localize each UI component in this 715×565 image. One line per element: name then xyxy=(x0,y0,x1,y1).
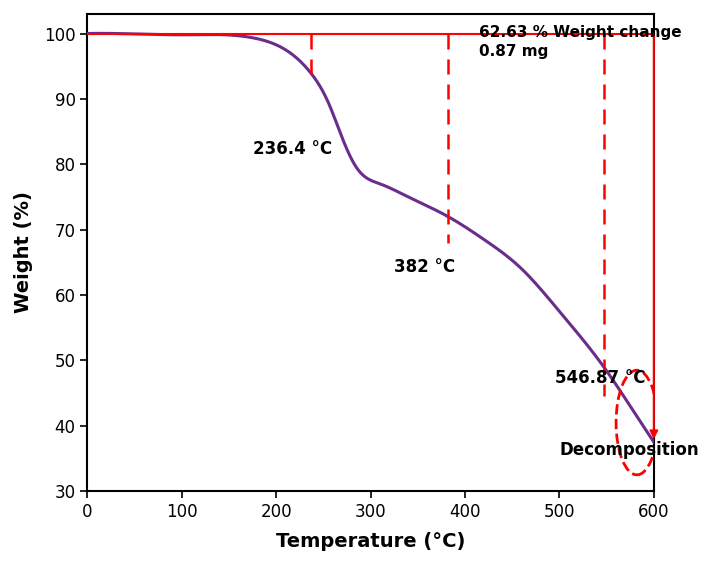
Text: Decomposition: Decomposition xyxy=(559,441,699,459)
Text: 382 °C: 382 °C xyxy=(394,258,455,276)
Text: 0.87 mg: 0.87 mg xyxy=(479,45,548,59)
Text: 546.87 °C: 546.87 °C xyxy=(555,370,645,388)
Text: 62.63 % Weight change: 62.63 % Weight change xyxy=(479,25,682,40)
Y-axis label: Weight (%): Weight (%) xyxy=(14,192,33,314)
X-axis label: Temperature (°C): Temperature (°C) xyxy=(276,532,465,551)
Text: 236.4 °C: 236.4 °C xyxy=(252,141,332,158)
